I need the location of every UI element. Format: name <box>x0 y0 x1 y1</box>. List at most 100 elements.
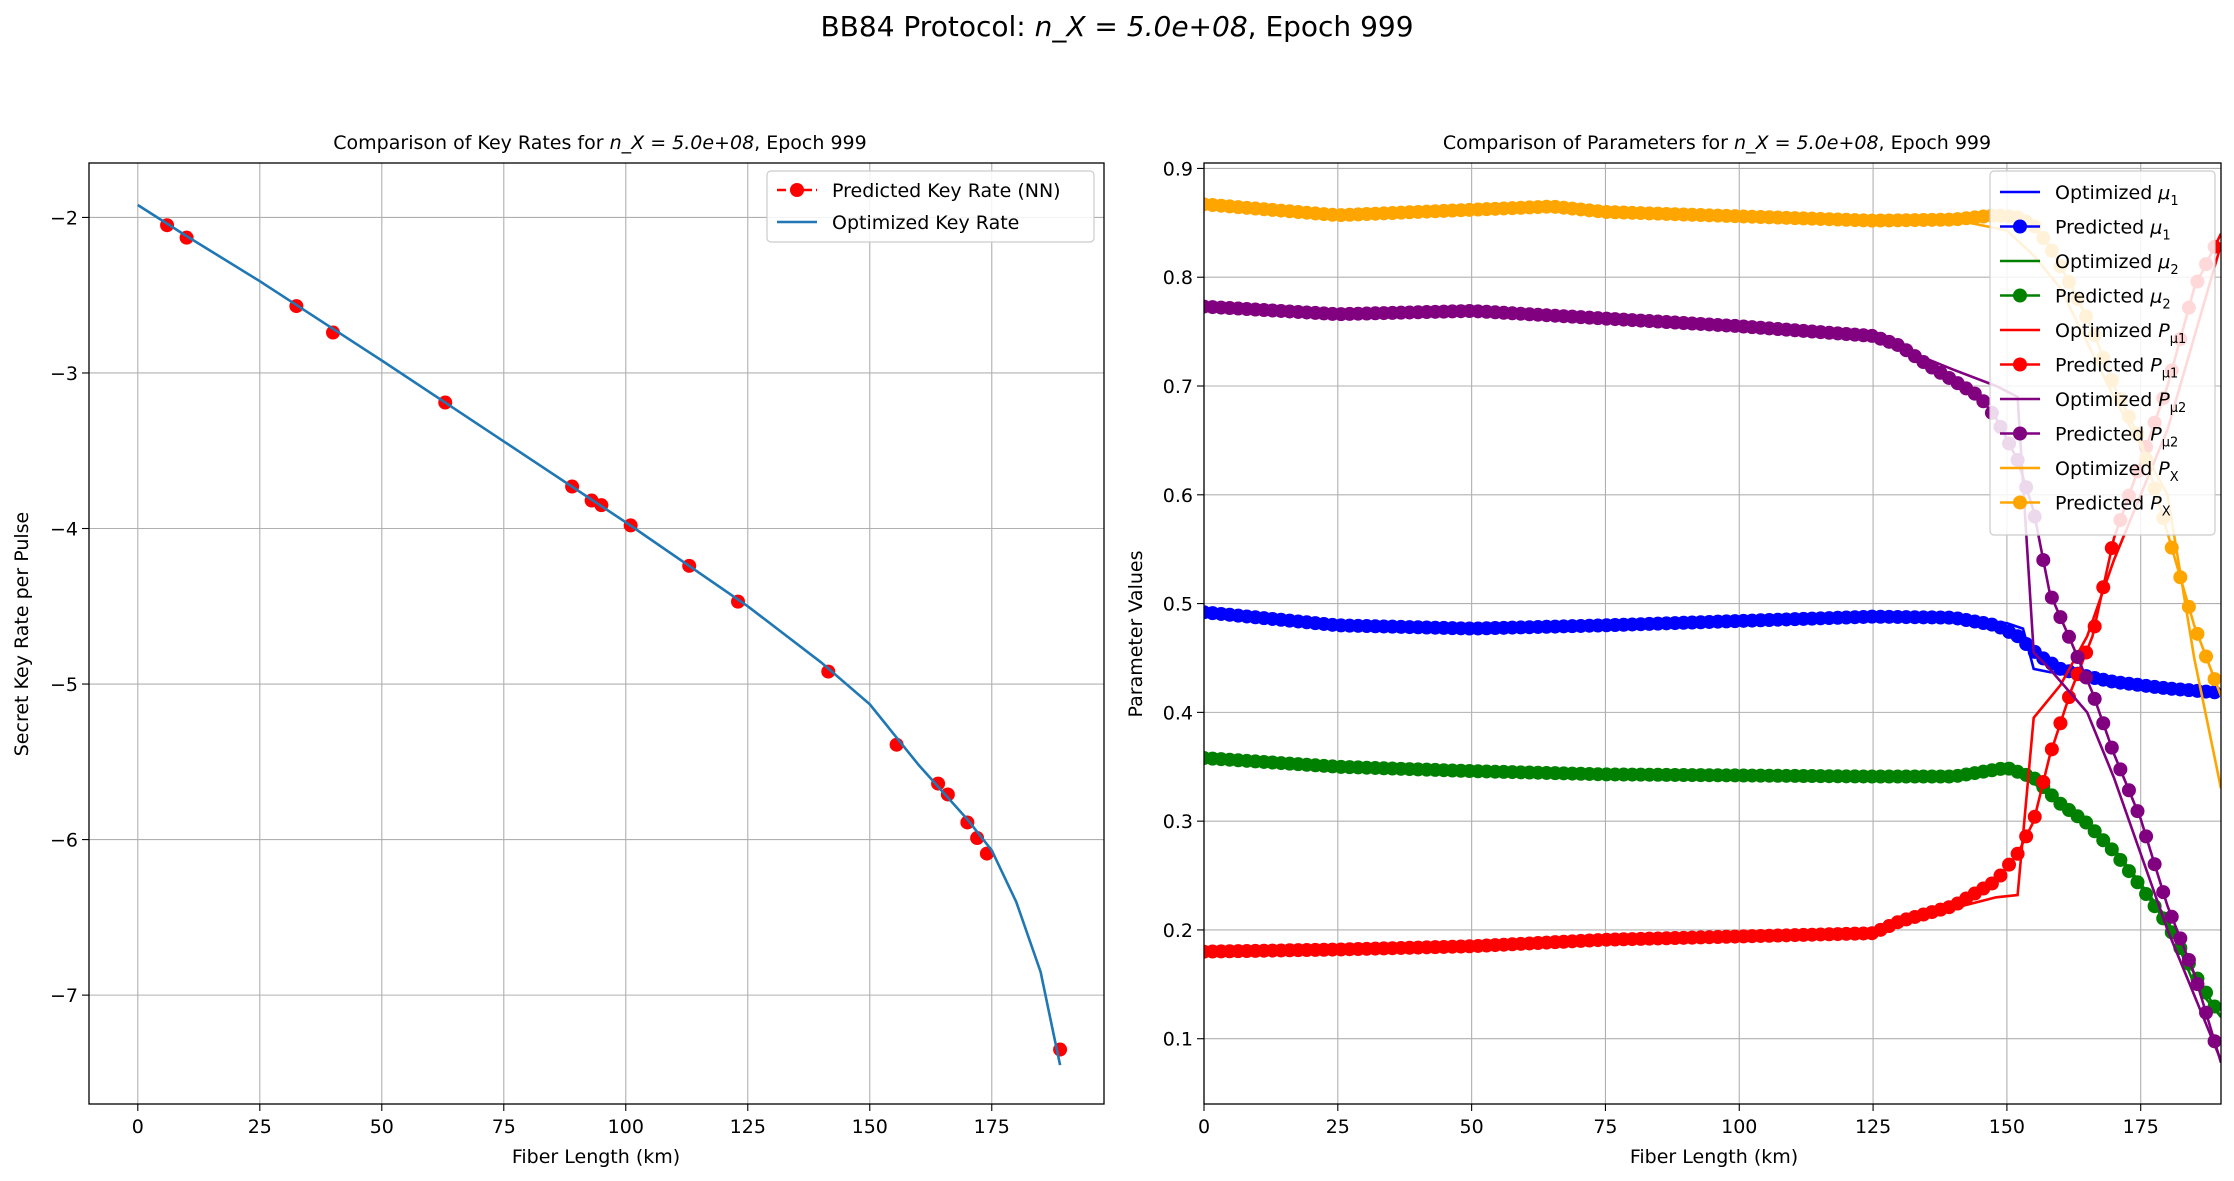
data-point-predicted-p-2 <box>2053 610 2068 625</box>
y-tick-label: 0.2 <box>1163 920 1193 942</box>
x-tick-label: 175 <box>2123 1116 2159 1138</box>
x-tick-label: 0 <box>1198 1116 1210 1138</box>
key-rate-legend: Predicted Key Rate (NN) Optimized Key Rat… <box>766 170 1095 243</box>
legend-label-predicted-2: Predicted μ2 <box>2055 286 2171 313</box>
data-point-predicted-p-2 <box>2096 716 2111 731</box>
data-point-predicted-2 <box>2139 887 2154 902</box>
parameters-title-math: n_X = 5.0e+08 <box>1734 132 1879 154</box>
data-point-predicted-p-1 <box>2019 829 2034 844</box>
legend-label-optimized-p-1: Optimized Pμ1 <box>2055 320 2186 347</box>
data-point-predicted-p-2 <box>2156 885 2171 900</box>
key-rate-ticks: 0 25 50 75 100 125 150 175 −7 −6 −5 −4 −3 −2 <box>50 207 1010 1138</box>
figure-title: BB84 Protocol: n_X = 5.0e+08, Epoch 999 <box>0 10 2234 43</box>
figure-title-prefix: BB84 Protocol: <box>820 10 1035 43</box>
x-tick-label: 100 <box>1721 1116 1757 1138</box>
y-tick-label: −3 <box>50 363 78 385</box>
parameters-chart-title: Comparison of Parameters for n_X = 5.0e+… <box>1443 132 1991 154</box>
data-point-predicted-p-1 <box>2044 742 2059 757</box>
parameters-panel: Comparison of Parameters for n_X = 5.0e+… <box>1125 132 2222 1168</box>
x-tick-label: 125 <box>730 1116 766 1138</box>
data-point-predicted-p-2 <box>2070 649 2085 664</box>
y-tick-label: 0.9 <box>1163 158 1193 180</box>
data-point-predicted-key-rate-nn- <box>960 815 975 830</box>
legend-marker-predicted-px <box>2013 495 2027 510</box>
legend-marker-predicted-2 <box>2013 288 2027 303</box>
key-rate-plot-area <box>88 162 1105 1105</box>
legend-label-predicted-p-1: Predicted Pμ1 <box>2055 355 2178 382</box>
figure-title-suffix: , Epoch 999 <box>1247 10 1414 43</box>
y-tick-label: −7 <box>50 985 78 1007</box>
key-rate-y-axis-label: Secret Key Rate per Pulse <box>11 512 33 757</box>
data-point-predicted-px <box>2199 649 2214 664</box>
data-point-predicted-p-1 <box>1993 868 2008 883</box>
data-point-predicted-2 <box>2113 852 2128 867</box>
legend-label-optimized-px: Optimized PX <box>2055 458 2179 485</box>
data-point-predicted-p-2 <box>2036 553 2051 568</box>
y-tick-label: −2 <box>50 207 78 229</box>
data-point-predicted-2 <box>2121 864 2136 879</box>
data-point-predicted-2 <box>2130 875 2145 890</box>
data-point-predicted-p-2 <box>2139 829 2154 844</box>
data-point-predicted-p-2 <box>1976 394 1991 409</box>
legend-marker-predicted-p-1 <box>2013 357 2027 372</box>
key-rate-title-math: n_X = 5.0e+08 <box>610 132 755 154</box>
data-point-predicted-px <box>2164 540 2179 555</box>
y-tick-label: −6 <box>50 830 78 852</box>
legend-label-optimized-key-rate: Optimized Key Rate <box>832 212 1019 234</box>
parameters-plot-area <box>1203 162 2222 1105</box>
data-point-predicted-p-1 <box>2002 857 2017 872</box>
x-tick-label: 100 <box>608 1116 644 1138</box>
data-point-predicted-p-1 <box>2036 774 2051 789</box>
y-tick-label: 0.4 <box>1163 702 1193 724</box>
y-tick-label: 0.1 <box>1163 1029 1193 1051</box>
series-layer <box>137 203 1068 1066</box>
x-tick-label: 50 <box>370 1116 394 1138</box>
data-point-predicted-p-2 <box>2207 1034 2221 1049</box>
y-tick-label: 0.3 <box>1163 811 1193 833</box>
legend-marker-predicted-key-rate-nn- <box>790 183 804 197</box>
key-rate-title-prefix: Comparison of Key Rates for <box>333 132 609 154</box>
legend-label-predicted-p-2: Predicted Pμ2 <box>2055 424 2178 451</box>
y-tick-label: 0.6 <box>1163 485 1193 507</box>
data-point-predicted-p-2 <box>2061 629 2076 644</box>
parameters-legend: Optimized μ1 Predicted μ1 Optimized μ2 Pred… <box>1989 170 2216 536</box>
parameters-title-suffix: , Epoch 999 <box>1879 132 1992 154</box>
data-point-predicted-p-2 <box>2147 857 2162 872</box>
key-rate-chart-title: Comparison of Key Rates for n_X = 5.0e+0… <box>333 132 866 154</box>
data-point-predicted-p-1 <box>2087 619 2102 634</box>
legend-label-predicted-1: Predicted μ1 <box>2055 217 2171 244</box>
x-tick-label: 150 <box>852 1116 888 1138</box>
y-tick-label: 0.8 <box>1163 267 1193 289</box>
x-tick-label: 125 <box>1855 1116 1891 1138</box>
parameters-x-axis-label: Fiber Length (km) <box>1630 1146 1798 1168</box>
data-point-predicted-p-2 <box>2104 740 2119 755</box>
key-rate-panel: Comparison of Key Rates for n_X = 5.0e+0… <box>11 132 1105 1168</box>
x-tick-label: 0 <box>132 1116 144 1138</box>
data-point-predicted-p-1 <box>2027 809 2042 824</box>
key-rate-title-suffix: , Epoch 999 <box>754 132 867 154</box>
data-point-predicted-p-2 <box>2181 952 2196 967</box>
data-point-predicted-2 <box>2087 824 2102 839</box>
data-point-predicted-p-2 <box>2199 1005 2214 1020</box>
x-tick-label: 75 <box>492 1116 516 1138</box>
data-point-predicted-key-rate-nn- <box>931 776 946 791</box>
legend-label-optimized-p-2: Optimized Pμ2 <box>2055 389 2186 416</box>
data-point-predicted-p-2 <box>2079 670 2094 685</box>
x-tick-label: 25 <box>1326 1116 1350 1138</box>
key-rate-x-axis-label: Fiber Length (km) <box>512 1146 680 1168</box>
data-point-predicted-2 <box>2104 842 2119 857</box>
x-tick-label: 175 <box>974 1116 1010 1138</box>
data-point-predicted-2 <box>2079 815 2094 830</box>
data-point-predicted-px <box>2181 599 2196 614</box>
figure-title-math: n_X = 5.0e+08 <box>1034 10 1248 43</box>
series-line-predicted-2 <box>1204 756 2221 1018</box>
data-point-predicted-2 <box>2044 788 2059 803</box>
data-point-predicted-p-2 <box>2130 804 2145 819</box>
x-tick-label: 150 <box>1989 1116 2025 1138</box>
data-point-predicted-p-2 <box>2173 931 2188 946</box>
data-point-predicted-p-2 <box>2121 783 2136 798</box>
data-point-predicted-key-rate-nn- <box>325 325 340 340</box>
y-tick-label: 0.5 <box>1163 594 1193 616</box>
key-rate-grid <box>89 163 1104 1104</box>
